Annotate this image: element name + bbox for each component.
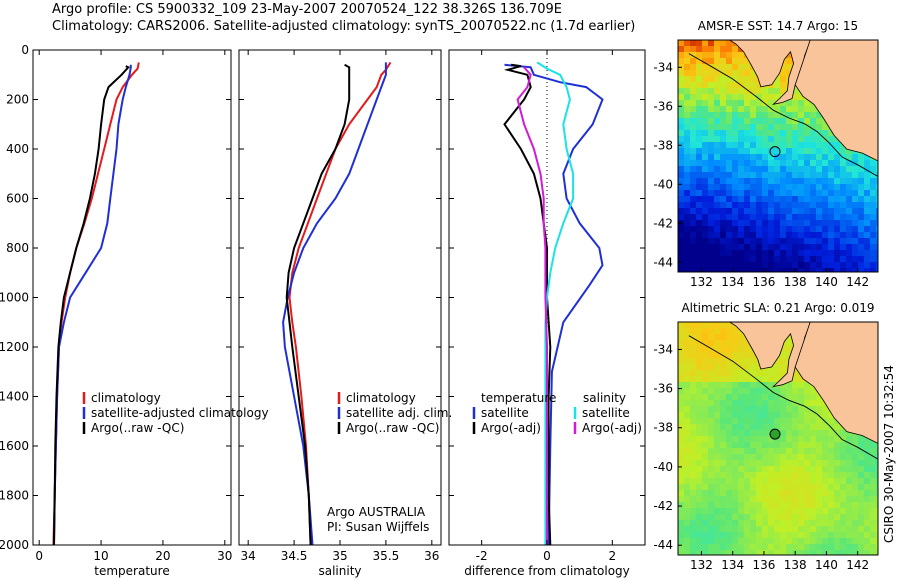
x-tick-label: 142 xyxy=(846,558,869,572)
x-tick-label: 132 xyxy=(690,275,713,289)
profile-title: Argo profile: CS 5900332_109 23-May-2007… xyxy=(52,2,562,17)
y-tick-label: -42 xyxy=(653,216,673,230)
map-title: AMSR-E SST: 14.7 Argo: 15 xyxy=(698,19,858,33)
sla-map-panel: 132 134 136 138 140 142 -34 -36 -38 -40 -42 -44 Alti… xyxy=(653,301,879,572)
x-tick-label: 134 xyxy=(721,558,744,572)
map-frame xyxy=(677,39,879,273)
series-line-2 xyxy=(536,61,575,545)
series-line-1 xyxy=(53,64,132,546)
x-tick-label: 34 xyxy=(241,549,256,563)
shelf-contour xyxy=(688,335,878,460)
series-line-3 xyxy=(516,66,548,545)
y-tick-label: -38 xyxy=(653,138,673,152)
x-axis-label: temperature xyxy=(94,564,169,578)
y-tick-label: 1800 xyxy=(0,489,29,503)
y-tick-label: 1000 xyxy=(0,291,29,305)
x-tick-label: 20 xyxy=(155,549,170,563)
sst-map-panel: 132 134 136 138 140 142 -34 -36 -38 -40 -42 -44 AMSR… xyxy=(653,19,879,289)
legend-item-0-label: climatology xyxy=(91,391,161,405)
map-title: Altimetric SLA: 0.21 Argo: 0.019 xyxy=(681,301,874,315)
y-tick-label: 200 xyxy=(6,93,29,107)
land-mass xyxy=(794,322,878,444)
y-tick-label: 600 xyxy=(6,192,29,206)
legend-item-2-label: satellite xyxy=(582,406,630,420)
y-tick-label: -44 xyxy=(653,538,673,552)
x-axis-label: difference from climatology xyxy=(464,564,630,578)
annotation-line-1: Argo AUSTRALIA xyxy=(327,505,426,519)
x-tick-label: 0 xyxy=(543,549,551,563)
y-tick-label: 800 xyxy=(6,241,29,255)
climatology-title: Climatology: CARS2006. Satellite-adjuste… xyxy=(52,19,636,34)
temperature-profile-panel: 0 10 20 30 temperature 0 200 400 600 800 1000 1200 1… xyxy=(0,43,269,578)
y-tick-label: -44 xyxy=(653,255,673,269)
x-tick-label: 10 xyxy=(93,549,108,563)
series-line-0 xyxy=(288,61,392,546)
axes-frame xyxy=(238,49,442,546)
legend-title-temperature: temperature xyxy=(481,391,556,405)
y-tick-label: -36 xyxy=(653,99,673,113)
x-tick-label: 30 xyxy=(217,549,232,563)
legend-item-2-label: Argo(..raw -QC) xyxy=(91,421,184,435)
series-line-2 xyxy=(53,65,130,546)
y-tick-label: 1400 xyxy=(0,390,29,404)
y-tick-label: 0 xyxy=(21,43,29,57)
x-tick-label: 136 xyxy=(752,275,775,289)
x-tick-label: 0 xyxy=(35,549,43,563)
y-tick-label: 400 xyxy=(6,142,29,156)
series-line-1 xyxy=(282,62,387,546)
x-tick-label: 138 xyxy=(784,558,807,572)
legend-item-1-label: satellite adj. clim. xyxy=(346,406,452,420)
y-tick-label: 1200 xyxy=(0,340,29,354)
legend-item-1-label: satellite-adjusted climatology xyxy=(91,406,269,420)
y-tick-label: 1600 xyxy=(0,439,29,453)
x-tick-label: 142 xyxy=(846,275,869,289)
series-line-2 xyxy=(285,63,351,546)
x-tick-label: 140 xyxy=(815,275,838,289)
x-tick-label: 35 xyxy=(332,549,347,563)
x-tick-label: 134 xyxy=(721,275,744,289)
shelf-contour xyxy=(688,53,878,177)
series-line-0 xyxy=(52,62,140,546)
series-line-1 xyxy=(503,63,552,546)
y-tick-label: -38 xyxy=(653,421,673,435)
legend-title-salinity: salinity xyxy=(583,391,626,405)
x-tick-label: 36 xyxy=(424,549,439,563)
timestamp-label: CSIRO 30-May-2007 10:32:54 xyxy=(882,365,896,543)
y-tick-label: -34 xyxy=(653,60,673,74)
x-tick-label: 35.5 xyxy=(373,549,400,563)
argo-location-marker xyxy=(769,146,781,158)
legend-item-0-label: climatology xyxy=(346,391,416,405)
y-tick-label: -34 xyxy=(653,342,673,356)
x-tick-label: 138 xyxy=(784,275,807,289)
x-tick-label: 34.5 xyxy=(281,549,308,563)
y-tick-label: 2000 xyxy=(0,538,29,552)
y-tick-label: -40 xyxy=(653,460,673,474)
argo-location-marker xyxy=(769,428,781,440)
map-frame xyxy=(677,321,879,556)
axes-frame xyxy=(32,49,232,546)
legend-item-2-label: Argo(..raw -QC) xyxy=(346,421,439,435)
x-tick-label: 136 xyxy=(752,558,775,572)
map-field xyxy=(678,322,878,555)
annotation-line-2: PI: Susan Wijffels xyxy=(327,520,429,534)
x-tick-label: -2 xyxy=(476,549,488,563)
x-tick-label: 2 xyxy=(609,549,617,563)
x-tick-label: 140 xyxy=(815,558,838,572)
land-mass xyxy=(794,40,878,162)
x-axis-label: salinity xyxy=(318,564,361,578)
legend-item-1-label: Argo(-adj) xyxy=(481,421,541,435)
series-line-0 xyxy=(504,63,604,546)
x-tick-label: 132 xyxy=(690,558,713,572)
legend-item-0-label: satellite xyxy=(481,406,529,420)
salinity-profile-panel: 34 34.5 35 35.5 36 salinity climatologysatelli… xyxy=(238,49,452,578)
y-tick-label: -36 xyxy=(653,382,673,396)
y-tick-label: -42 xyxy=(653,499,673,513)
map-field xyxy=(678,40,878,272)
legend-item-3-label: Argo(-adj) xyxy=(582,421,642,435)
y-tick-label: -40 xyxy=(653,177,673,191)
